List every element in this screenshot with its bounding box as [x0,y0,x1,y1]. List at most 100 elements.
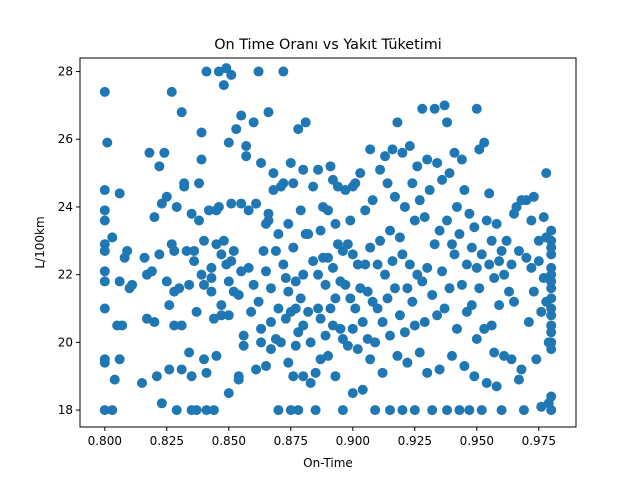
data-point [380,269,391,280]
data-point [238,330,249,341]
data-point [288,242,299,253]
data-point [154,249,165,260]
data-point [432,310,443,321]
data-point [199,279,209,290]
data-point [164,364,175,375]
data-point [404,259,415,270]
data-point [305,337,316,348]
data-point [114,188,125,199]
data-point [99,357,110,368]
data-point [484,188,495,199]
data-point [357,384,368,395]
data-point [355,283,366,294]
data-point [447,239,457,250]
data-point [290,276,301,287]
data-point [444,283,455,294]
data-point [223,137,234,148]
data-point [323,205,333,216]
data-point [194,178,205,189]
data-point [385,405,395,416]
data-point [330,293,341,304]
data-point [397,405,408,416]
data-point [533,235,544,246]
data-point [298,371,309,382]
data-point [330,371,341,382]
data-point [261,266,271,277]
data-point [427,405,438,416]
data-point [107,232,118,243]
data-point [216,300,227,311]
data-point [429,239,440,250]
data-point [471,333,482,344]
data-point [99,185,110,196]
data-point [491,218,502,229]
data-point [345,293,356,304]
data-point [268,185,279,196]
data-point [283,286,294,297]
data-point [241,151,252,162]
data-point [479,323,490,334]
data-point [303,306,314,317]
data-point [223,388,234,399]
data-point [159,147,170,158]
data-point [528,286,539,297]
data-point [290,303,301,314]
data-point [464,208,475,219]
x-tick-label: 0.850 [212,434,246,448]
data-point [466,300,477,311]
data-point [201,405,212,416]
data-point [389,191,400,202]
data-point [109,374,120,385]
data-point [377,367,388,378]
data-point [417,276,428,287]
data-point [258,245,269,256]
data-point [323,252,333,263]
data-point [273,229,284,240]
data-point [360,259,371,270]
data-point [283,357,294,368]
data-point [248,117,259,128]
data-points [99,63,557,416]
data-point [546,405,557,416]
y-tick-label: 22 [58,268,73,282]
data-point [161,191,172,202]
data-point [236,266,247,277]
data-point [251,198,262,209]
data-point [479,137,490,148]
x-tick-label: 0.950 [460,434,494,448]
data-point [330,218,341,229]
data-point [256,323,267,334]
data-point [347,388,358,399]
data-point [313,303,324,314]
data-point [536,306,547,317]
data-point [414,347,425,358]
data-point [99,303,110,314]
data-point [137,377,147,388]
data-point [489,273,500,284]
data-point [407,296,418,307]
data-point [444,168,455,179]
data-point [469,222,480,233]
data-point [251,364,262,375]
data-point [206,273,217,284]
data-point [499,269,510,280]
y-axis: 18 20 22 24 26 28 [58,65,80,417]
data-point [355,168,366,179]
data-point [191,306,202,317]
data-point [233,289,244,300]
data-point [347,249,358,260]
data-point [273,405,284,416]
data-point [394,310,405,321]
data-point [278,259,289,270]
data-point [122,245,133,256]
data-point [335,323,346,334]
data-point [489,347,500,358]
data-point [189,245,200,256]
data-point [546,293,557,304]
data-point [419,317,430,328]
data-point [253,66,264,77]
data-point [365,354,376,365]
data-point [481,215,492,226]
data-point [449,249,460,260]
data-point [174,283,185,294]
